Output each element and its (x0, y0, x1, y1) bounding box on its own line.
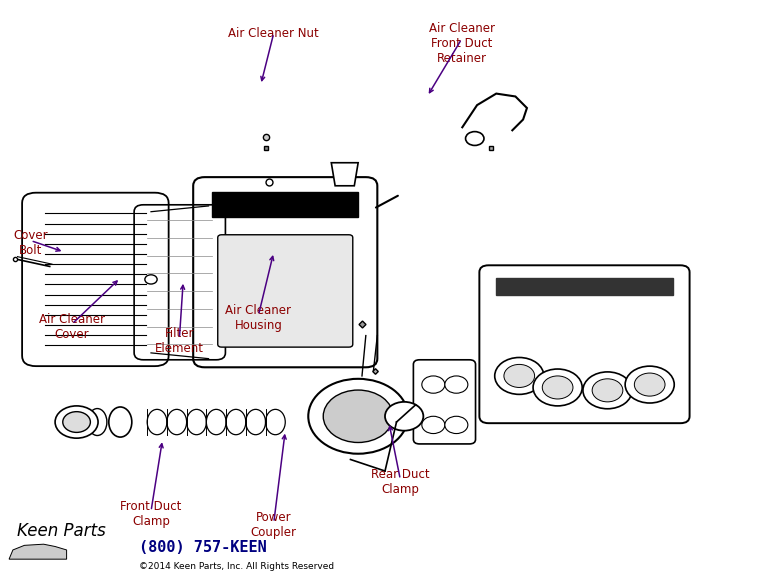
Text: Rear Duct
Clamp: Rear Duct Clamp (371, 468, 430, 496)
Polygon shape (496, 278, 673, 295)
Text: Power
Coupler: Power Coupler (251, 511, 296, 540)
Circle shape (634, 373, 665, 396)
Circle shape (145, 275, 157, 284)
Circle shape (592, 379, 623, 402)
Circle shape (385, 402, 424, 431)
Circle shape (323, 390, 393, 442)
Circle shape (466, 131, 484, 145)
Text: Air Cleaner Nut: Air Cleaner Nut (229, 27, 319, 41)
Text: Keen Parts: Keen Parts (17, 522, 105, 540)
Circle shape (504, 364, 534, 387)
Text: Cover
Bolt: Cover Bolt (13, 229, 48, 257)
Circle shape (445, 416, 468, 434)
Text: ©2014 Keen Parts, Inc. All Rights Reserved: ©2014 Keen Parts, Inc. All Rights Reserv… (139, 562, 335, 571)
Circle shape (55, 406, 98, 438)
Text: Air Cleaner
Front Duct
Retainer: Air Cleaner Front Duct Retainer (429, 21, 494, 64)
Text: (800) 757-KEEN: (800) 757-KEEN (139, 540, 267, 555)
Text: Front Duct
Clamp: Front Duct Clamp (120, 500, 182, 528)
Text: Air Cleaner
Housing: Air Cleaner Housing (226, 304, 291, 332)
Polygon shape (213, 192, 358, 218)
Circle shape (583, 372, 632, 409)
Circle shape (308, 379, 408, 454)
Polygon shape (331, 163, 358, 186)
Circle shape (494, 357, 544, 394)
Ellipse shape (88, 409, 107, 435)
Circle shape (63, 412, 90, 433)
Text: Air Cleaner
Cover: Air Cleaner Cover (39, 313, 105, 340)
Circle shape (422, 376, 445, 393)
FancyBboxPatch shape (218, 234, 353, 347)
Circle shape (445, 376, 468, 393)
Ellipse shape (109, 407, 132, 437)
Polygon shape (9, 544, 66, 559)
Circle shape (422, 416, 445, 434)
Circle shape (542, 376, 573, 399)
Text: Filter
Element: Filter Element (155, 327, 204, 355)
Circle shape (625, 366, 675, 403)
Circle shape (533, 369, 582, 406)
